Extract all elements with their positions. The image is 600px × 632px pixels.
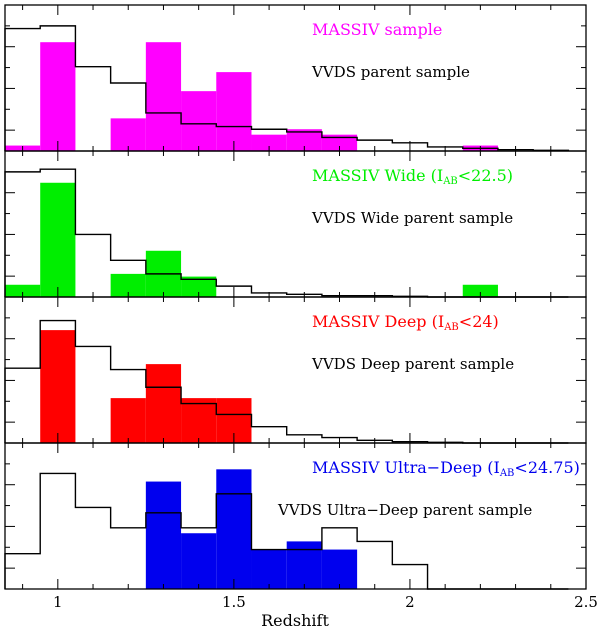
massiv-bar [286,541,322,589]
panel-legend: VVDS parent sample [311,63,470,81]
panel-1: MASSIV sample VVDS parent sample [4,4,587,152]
panel-title-subscript: AB [443,322,459,333]
massiv-bar [321,134,358,151]
massiv-bar [462,284,498,297]
massiv-bar [40,330,76,443]
massiv-bar [40,42,76,152]
massiv-bar [110,398,146,443]
panel-title: MASSIV Deep (IAB<24) [312,312,499,333]
x-axis-label: Redshift [261,611,329,630]
panel-legend: VVDS Deep parent sample [311,355,514,373]
x-tick-label: 2.5 [574,593,598,611]
massiv-bar [145,481,182,589]
massiv-bar [145,42,182,152]
massiv-bar [145,364,182,443]
panel-title-tail: <22.5) [458,166,513,185]
massiv-bar [5,284,41,297]
panel-title-main: MASSIV Ultra−Deep (I [312,458,500,477]
massiv-bar [181,533,217,589]
panel-frame [4,4,587,152]
vvds-outline [4,319,569,444]
vvds-outline [4,25,570,152]
panel-title-subscript: AB [442,176,458,187]
massiv-bar [321,549,358,589]
panel-3: MASSIV Deep (IAB<24) VVDS Deep parent sam… [4,296,587,444]
panel-title-main: MASSIV sample [312,20,442,39]
massiv-bar [251,549,287,589]
panel-title-main: MASSIV Deep (I [312,312,444,331]
panel-title: MASSIV Wide (IAB<22.5) [312,166,513,187]
x-tick-label: 1.5 [222,593,246,611]
vvds-outline [4,168,569,298]
massiv-bar [110,273,146,297]
panel-title-main: MASSIV Wide (I [312,166,443,185]
panel-frame [4,442,587,590]
massiv-bar [181,91,217,151]
panel-legend: VVDS Wide parent sample [311,209,513,227]
vvds-outline [4,472,569,590]
panel-2: MASSIV Wide (IAB<22.5) VVDS Wide parent s… [4,150,587,298]
panel-title-tail: <24.75) [514,458,579,477]
massiv-bar [251,134,287,151]
massiv-bar [181,276,217,297]
panel-title: MASSIV Ultra−Deep (IAB<24.75) [312,458,580,479]
panel-title-tail: <24) [459,312,499,331]
x-tick-label: 2 [405,593,415,611]
panel-4: MASSIV Ultra−Deep (IAB<24.75) VVDS Ultra−… [4,442,587,590]
panel-title: MASSIV sample [312,20,442,39]
x-tick-label: 1 [53,593,63,611]
massiv-bar [40,182,76,297]
massiv-bar [110,118,146,151]
massiv-bar [216,72,252,151]
massiv-bar [181,398,217,443]
panel-title-subscript: AB [499,468,515,479]
panel-legend: VVDS Ultra−Deep parent sample [277,501,532,519]
massiv-bar [216,469,252,589]
massiv-bar [286,129,322,151]
